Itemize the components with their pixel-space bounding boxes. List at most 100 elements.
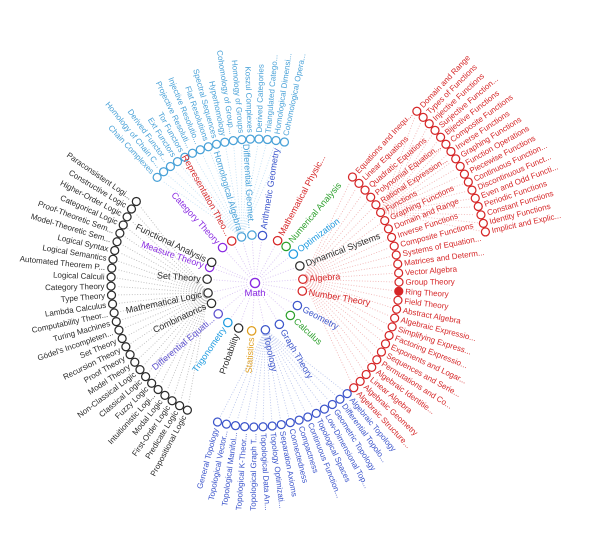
tree-node[interactable] <box>412 106 422 116</box>
tree-node[interactable] <box>203 288 213 298</box>
tree-node[interactable] <box>424 119 434 129</box>
node-label[interactable]: Ring Theory <box>405 287 449 298</box>
tree-node[interactable] <box>217 242 228 253</box>
tree-root-node[interactable] <box>249 277 261 289</box>
node-label[interactable]: Statistics <box>244 337 257 374</box>
tree-node[interactable] <box>212 417 223 427</box>
node-label[interactable]: Logical Calculi <box>53 270 105 281</box>
tree-node[interactable] <box>108 254 118 264</box>
tree-node[interactable] <box>451 154 461 164</box>
tree-node[interactable] <box>391 250 401 260</box>
tree-node[interactable] <box>327 399 337 410</box>
tree-node[interactable] <box>347 172 358 182</box>
tree-node[interactable] <box>106 281 116 291</box>
tree-root-label[interactable]: Math <box>244 288 265 299</box>
tree-node[interactable] <box>125 350 135 360</box>
tree-node[interactable] <box>360 185 370 195</box>
tree-node[interactable] <box>276 419 286 430</box>
tree-node[interactable] <box>167 396 177 406</box>
tree-node[interactable] <box>131 196 141 207</box>
tree-node[interactable] <box>121 342 131 352</box>
tree-node[interactable] <box>476 210 486 220</box>
tree-node[interactable] <box>221 419 232 429</box>
tree-node[interactable] <box>174 401 185 411</box>
tree-node[interactable] <box>281 241 291 252</box>
tree-node[interactable] <box>153 384 163 395</box>
tree-node[interactable] <box>295 261 305 271</box>
tree-node[interactable] <box>271 135 281 146</box>
tree-node[interactable] <box>106 272 116 282</box>
tree-node[interactable] <box>260 325 271 335</box>
tree-node[interactable] <box>262 134 273 145</box>
node-label[interactable]: Set Theory <box>157 270 202 283</box>
node-label[interactable]: Vector Algebra <box>405 265 458 278</box>
tree-node[interactable] <box>294 415 304 425</box>
tree-node[interactable] <box>107 263 117 273</box>
tree-node[interactable] <box>106 290 117 300</box>
node-label[interactable]: Category Theory <box>45 282 105 292</box>
tree-node[interactable] <box>387 322 397 332</box>
tree-node[interactable] <box>480 227 491 237</box>
tree-node[interactable] <box>246 326 257 336</box>
tree-node[interactable] <box>202 274 212 285</box>
tree-node[interactable] <box>342 389 352 399</box>
tree-node[interactable] <box>467 185 477 195</box>
tree-node[interactable] <box>187 148 198 158</box>
tree-node[interactable] <box>463 177 473 187</box>
tree-node[interactable] <box>213 309 224 319</box>
tree-node[interactable] <box>220 137 230 147</box>
tree-node[interactable] <box>375 207 386 218</box>
tree-node[interactable] <box>195 145 205 155</box>
tree-node[interactable] <box>366 192 376 202</box>
tree-node[interactable] <box>394 277 404 287</box>
tree-node[interactable] <box>372 355 382 365</box>
tree-node[interactable] <box>383 224 394 234</box>
tree-node[interactable] <box>228 136 238 146</box>
tree-node[interactable] <box>380 339 391 349</box>
tree-node[interactable] <box>298 274 308 285</box>
tree-node[interactable] <box>240 422 250 432</box>
tree-node[interactable] <box>147 378 157 388</box>
tree-node[interactable] <box>117 333 127 344</box>
tree-node[interactable] <box>158 167 169 177</box>
node-label[interactable]: Derived Categories <box>255 64 266 133</box>
node-label[interactable]: Koszul Complexes <box>243 66 254 133</box>
tree-node[interactable] <box>203 142 213 152</box>
tree-node[interactable] <box>418 112 428 123</box>
tree-node[interactable] <box>230 421 241 431</box>
tree-node[interactable] <box>279 137 290 147</box>
node-label[interactable]: Arithmetic Geometry <box>259 147 282 230</box>
tree-node[interactable] <box>172 157 183 167</box>
tree-node[interactable] <box>182 405 193 415</box>
tree-node[interactable] <box>288 249 299 259</box>
tree-node-selected[interactable] <box>394 286 404 296</box>
tree-node[interactable] <box>126 204 137 214</box>
tree-node[interactable] <box>249 422 259 432</box>
tree-node[interactable] <box>112 237 122 247</box>
tree-node[interactable] <box>233 323 244 333</box>
tree-node[interactable] <box>435 132 446 142</box>
tree-node[interactable] <box>455 161 465 172</box>
tree-node[interactable] <box>386 232 397 243</box>
tree-node[interactable] <box>114 325 124 335</box>
tree-node[interactable] <box>160 390 170 400</box>
tree-node[interactable] <box>297 286 308 296</box>
tree-node[interactable] <box>441 139 451 149</box>
tree-node[interactable] <box>258 422 268 432</box>
tree-node[interactable] <box>285 417 295 428</box>
tree-node[interactable] <box>380 215 390 226</box>
tree-node[interactable] <box>122 212 132 222</box>
tree-node[interactable] <box>478 218 488 228</box>
tree-node[interactable] <box>111 316 121 327</box>
tree-node[interactable] <box>247 230 257 240</box>
tree-node[interactable] <box>355 376 365 386</box>
tree-node[interactable] <box>165 161 176 172</box>
tree-node[interactable] <box>292 300 303 311</box>
tree-node[interactable] <box>267 421 277 431</box>
node-label[interactable]: Number Theory <box>308 287 372 307</box>
tree-node[interactable] <box>135 364 145 375</box>
tree-node[interactable] <box>430 125 440 136</box>
tree-node[interactable] <box>206 298 217 309</box>
tree-node[interactable] <box>206 257 217 268</box>
tree-node[interactable] <box>393 259 403 269</box>
